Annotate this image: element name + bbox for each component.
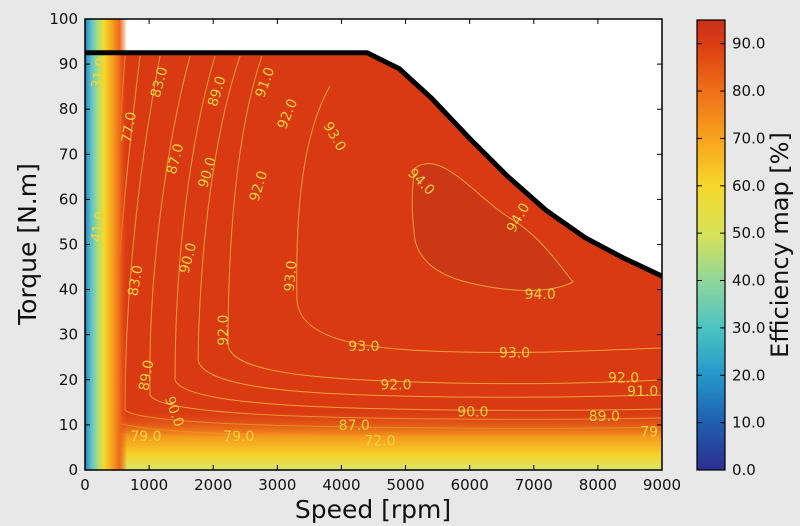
x-tick-label: 6000: [451, 476, 489, 494]
contour-labels: 31.0 83.0 89.0 91.092.077.087.093.090.0 92.0…: [88, 57, 658, 450]
y-tick-label: 0: [68, 461, 78, 479]
contour-label: 72.0: [364, 434, 395, 450]
y-tick-label: 30: [59, 326, 78, 344]
contour-label: 83.0: [148, 65, 172, 99]
x-tick-label: 0: [80, 476, 90, 494]
colorbar: [696, 19, 726, 471]
contour-label: 93.0: [282, 260, 301, 292]
colorbar-tick-label: 50.0: [732, 224, 765, 242]
colorbar-tick-label: 80.0: [732, 82, 765, 100]
contour-label: 89.0: [136, 359, 157, 392]
colorbar-tick-label: 40.0: [732, 272, 765, 290]
y-tick-label: 100: [49, 10, 78, 28]
contour-93-line: [296, 85, 662, 354]
y-tick-label: 60: [59, 190, 78, 208]
y-tick-label: 70: [59, 145, 78, 163]
x-tick-label: 1000: [130, 476, 168, 494]
contour-label: 31.0: [89, 57, 110, 90]
contour-label: 91.0: [627, 384, 658, 400]
contour-label: 87.0: [339, 418, 370, 434]
contour-label: 92.0: [380, 377, 411, 393]
contour-label: 92.0: [216, 315, 232, 346]
x-axis-label: Speed [rpm]: [295, 495, 451, 524]
y-axis-label: Torque [N.m]: [13, 163, 42, 326]
contour-91-line: [197, 55, 662, 398]
y-tick-label: 80: [59, 100, 78, 118]
x-tick-label: 5000: [386, 476, 424, 494]
contour-label: 93.0: [499, 346, 530, 362]
contour-label: 94.0: [525, 287, 556, 303]
contour-92-line: [227, 55, 662, 385]
contour-label: 90.0: [177, 241, 201, 275]
plot-area: 31.0 83.0 89.0 91.092.077.087.093.090.0 92.0…: [85, 19, 662, 470]
colorbar-tick-label: 0.0: [732, 461, 756, 479]
efficiency-fill-region: [85, 52, 662, 470]
colorbar-tick-label: 70.0: [732, 129, 765, 147]
contour-label: 90.0: [457, 404, 488, 420]
colorbar-tick-label: 60.0: [732, 177, 765, 195]
contour-label: 79: [640, 425, 658, 441]
contour-94-line: [411, 162, 574, 291]
x-tick-label: 7000: [515, 476, 553, 494]
contour-label: 89.0: [589, 409, 620, 425]
x-tick-label: 3000: [258, 476, 296, 494]
y-tick-label: 20: [59, 371, 78, 389]
colorbar-tick-label: 20.0: [732, 366, 765, 384]
contour-label: 87.0: [164, 142, 188, 176]
x-tick-label: 4000: [322, 476, 360, 494]
y-tick-label: 90: [59, 55, 78, 73]
colorbar-tick-label: 10.0: [732, 414, 765, 432]
low-speed-gradient: [85, 19, 127, 470]
colorbar-tick-label: 90.0: [732, 35, 765, 53]
contour-label: 79.0: [130, 429, 161, 445]
max-torque-boundary: [85, 50, 662, 279]
contour-label: 41.0: [88, 210, 109, 243]
colorbar-ticks: 0.0 10.0 20.0 30.0 40.0 50.0 60.0 70.0 80.0 90.0: [697, 35, 765, 479]
contour-label: 79.0: [223, 429, 254, 445]
x-tick-label: 8000: [579, 476, 617, 494]
contour-label: 93.0: [348, 339, 379, 355]
y-tick-label: 10: [59, 416, 78, 434]
low-torque-gradient: [85, 410, 662, 470]
contour-label: 77.0: [119, 111, 140, 144]
y-tick-label: 40: [59, 281, 78, 299]
y-tick-label: 50: [59, 236, 78, 254]
contour-label: 83.0: [125, 264, 146, 297]
colorbar-label: Efficiency map [%]: [766, 132, 794, 358]
x-tick-label: 2000: [194, 476, 232, 494]
contour-label: 92.0: [608, 371, 639, 387]
x-axis: 0 1000 2000 3000 4000 5000 6000 7000 8000 9000: [80, 19, 681, 494]
x-tick-label: 9000: [643, 476, 681, 494]
y-axis: 0 10 20 30 40 50 60 70 80 90 100: [49, 10, 662, 479]
colorbar-tick-label: 30.0: [732, 319, 765, 337]
